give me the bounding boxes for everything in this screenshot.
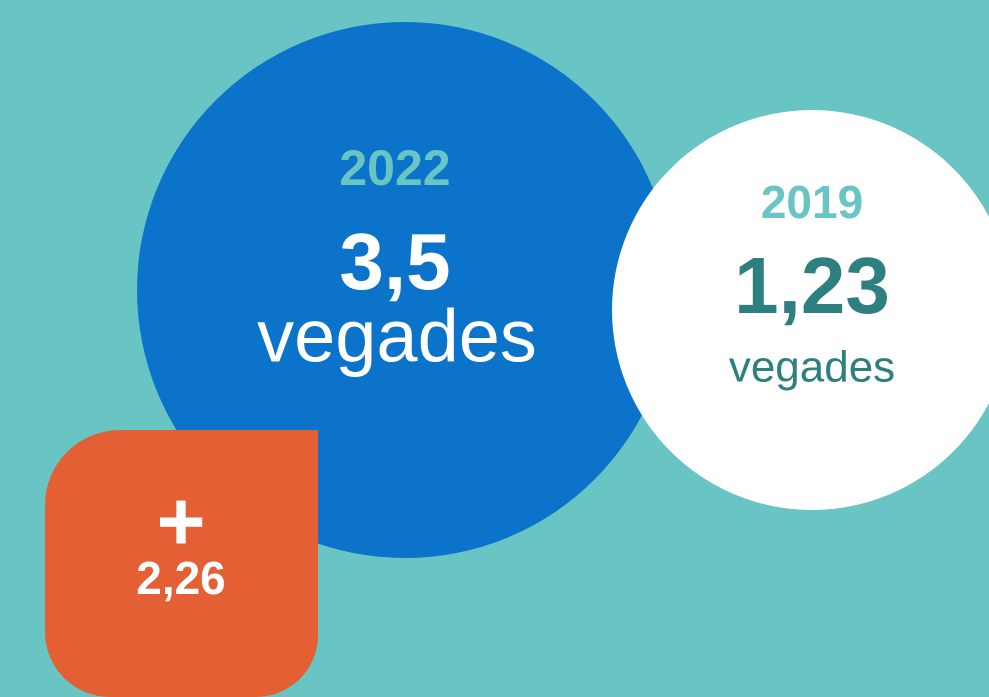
difference-sign: + bbox=[156, 474, 205, 568]
previous-value: 1,23 bbox=[734, 241, 890, 330]
current-value: 3,5 bbox=[339, 217, 450, 306]
difference-value: 2,26 bbox=[136, 552, 226, 604]
current-year: 2022 bbox=[339, 140, 450, 196]
previous-circle bbox=[612, 110, 989, 510]
current-unit: vegades bbox=[257, 295, 537, 378]
difference-badge bbox=[45, 430, 318, 697]
previous-year: 2019 bbox=[761, 176, 863, 228]
current-circle bbox=[137, 22, 673, 558]
previous-unit: vegades bbox=[729, 343, 895, 392]
